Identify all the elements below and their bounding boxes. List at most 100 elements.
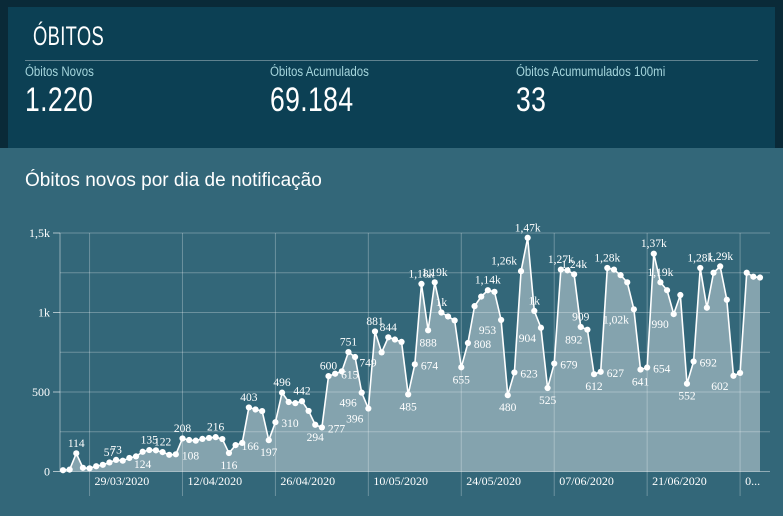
data-point[interactable] (431, 279, 438, 286)
data-point[interactable] (504, 392, 511, 399)
data-point[interactable] (338, 368, 345, 375)
data-point[interactable] (458, 364, 465, 371)
data-point[interactable] (531, 307, 538, 315)
data-point[interactable] (644, 364, 651, 371)
data-point[interactable] (205, 434, 213, 442)
data-point[interactable] (225, 449, 233, 457)
data-point[interactable] (710, 269, 717, 276)
data-point[interactable] (451, 317, 458, 324)
data-point[interactable] (252, 406, 259, 413)
data-point[interactable] (484, 287, 491, 294)
data-point[interactable] (192, 437, 199, 444)
data-point[interactable] (152, 447, 160, 454)
data-point[interactable] (278, 389, 286, 396)
data-point[interactable] (663, 287, 671, 294)
data-point[interactable] (139, 448, 146, 455)
data-point[interactable] (604, 264, 611, 272)
data-point[interactable] (657, 279, 664, 286)
data-point[interactable] (717, 263, 724, 270)
data-point[interactable] (166, 451, 173, 458)
data-point[interactable] (517, 268, 525, 275)
data-point[interactable] (511, 369, 518, 376)
data-point[interactable] (405, 391, 412, 398)
data-point[interactable] (219, 435, 226, 443)
data-point[interactable] (730, 372, 737, 379)
data-point[interactable] (285, 398, 292, 406)
data-point[interactable] (179, 435, 186, 442)
data-point[interactable] (471, 303, 478, 310)
data-point[interactable] (697, 264, 704, 272)
data-point[interactable] (99, 461, 106, 468)
data-point[interactable] (736, 369, 744, 377)
data-point[interactable] (119, 457, 126, 464)
data-point[interactable] (464, 339, 472, 347)
data-point[interactable] (425, 327, 432, 334)
data-point[interactable] (371, 328, 379, 335)
data-point[interactable] (637, 366, 644, 373)
data-point[interactable] (186, 436, 193, 444)
data-point[interactable] (624, 279, 631, 286)
data-point[interactable] (272, 419, 279, 426)
data-point[interactable] (557, 266, 564, 273)
data-point[interactable] (351, 353, 359, 361)
data-point[interactable] (677, 291, 684, 299)
data-point[interactable] (610, 266, 618, 273)
data-point[interactable] (584, 326, 591, 333)
data-point[interactable] (590, 371, 598, 378)
data-point[interactable] (703, 304, 711, 311)
data-point[interactable] (411, 361, 418, 368)
data-point[interactable] (690, 358, 697, 365)
data-point[interactable] (365, 405, 372, 412)
data-point[interactable] (73, 450, 80, 457)
data-point[interactable] (597, 368, 604, 375)
data-point[interactable] (132, 453, 140, 460)
data-point[interactable] (358, 389, 365, 396)
data-point[interactable] (79, 464, 87, 471)
data-point[interactable] (146, 446, 153, 454)
data-point[interactable] (345, 348, 352, 356)
data-point[interactable] (571, 271, 578, 278)
data-point[interactable] (444, 313, 452, 320)
data-point[interactable] (750, 273, 757, 280)
data-point[interactable] (59, 467, 67, 474)
data-point[interactable] (325, 373, 332, 380)
data-point[interactable] (93, 463, 100, 470)
data-point[interactable] (498, 316, 505, 324)
data-point[interactable] (617, 272, 624, 279)
data-point[interactable] (332, 370, 339, 377)
data-point[interactable] (86, 465, 93, 472)
data-point[interactable] (199, 435, 206, 442)
data-point[interactable] (683, 380, 691, 387)
data-point[interactable] (312, 421, 319, 428)
data-point[interactable] (551, 360, 558, 367)
data-point[interactable] (239, 439, 246, 446)
data-point[interactable] (398, 338, 405, 346)
data-point[interactable] (172, 451, 179, 458)
data-point[interactable] (298, 398, 306, 405)
data-point[interactable] (259, 407, 266, 415)
data-point[interactable] (245, 404, 252, 411)
data-point[interactable] (537, 324, 545, 331)
data-point[interactable] (113, 456, 120, 463)
data-point[interactable] (106, 459, 113, 466)
data-point[interactable] (564, 267, 571, 274)
data-point[interactable] (491, 288, 498, 295)
data-point[interactable] (385, 334, 392, 341)
data-point[interactable] (292, 400, 299, 407)
data-point[interactable] (524, 234, 531, 241)
data-point[interactable] (723, 296, 730, 303)
data-point[interactable] (756, 274, 764, 281)
data-point[interactable] (391, 336, 398, 343)
data-point[interactable] (378, 349, 385, 356)
data-point[interactable] (318, 424, 325, 431)
data-point[interactable] (630, 306, 637, 313)
data-point[interactable] (438, 309, 445, 316)
data-point[interactable] (265, 437, 272, 444)
data-point[interactable] (650, 250, 657, 257)
data-point[interactable] (126, 454, 133, 462)
data-point[interactable] (743, 269, 750, 276)
data-point[interactable] (66, 466, 73, 473)
data-point[interactable] (305, 407, 312, 415)
data-point[interactable] (544, 384, 551, 392)
data-point[interactable] (478, 293, 485, 300)
